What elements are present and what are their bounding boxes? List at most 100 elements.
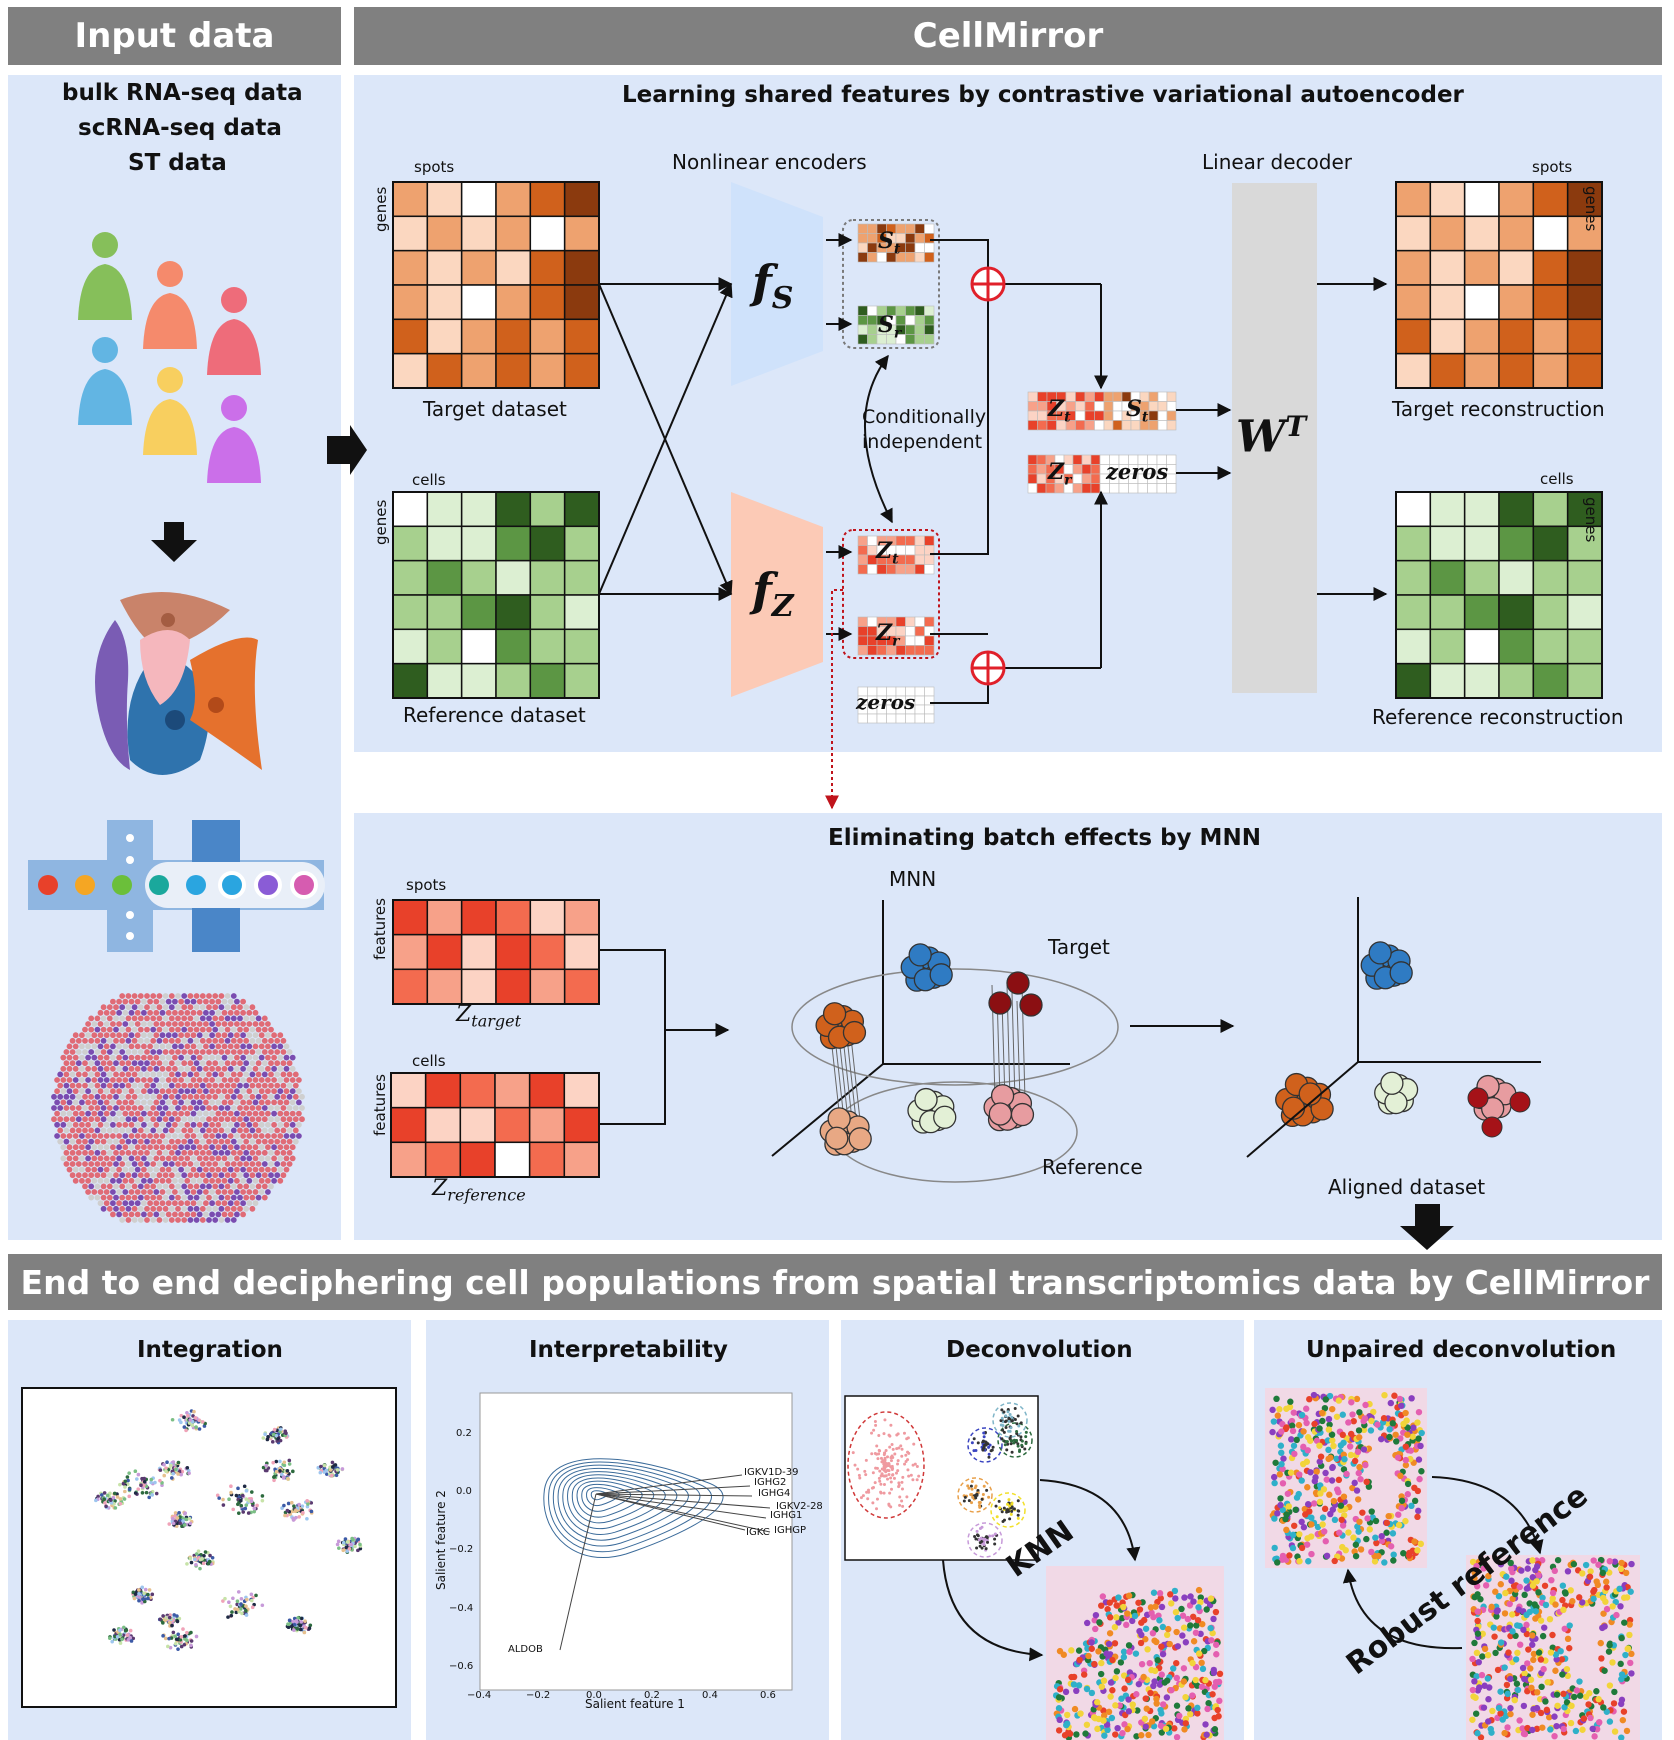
st-spot bbox=[209, 1043, 216, 1050]
umap-point bbox=[308, 1623, 313, 1628]
deconv-umap-point bbox=[875, 1507, 879, 1511]
heatmap-cell bbox=[1429, 525, 1466, 562]
tissue-spot bbox=[1603, 1708, 1610, 1715]
umap-point bbox=[142, 1476, 147, 1481]
tissue-spot bbox=[1167, 1591, 1174, 1598]
tissue-spot bbox=[1527, 1665, 1534, 1672]
st-spot bbox=[271, 1155, 277, 1162]
tissue-spot bbox=[1481, 1645, 1489, 1653]
tissue-spot bbox=[1396, 1395, 1404, 1403]
heatmap-cell bbox=[1429, 491, 1466, 528]
umap-point bbox=[286, 1622, 290, 1626]
input-type-bulk: bulk RNA-seq data bbox=[62, 80, 303, 106]
st-spot bbox=[66, 1088, 73, 1095]
heatmap-cell bbox=[1532, 628, 1569, 665]
st-spot bbox=[224, 1015, 231, 1022]
st-spot bbox=[203, 1043, 209, 1050]
deconv-umap-point bbox=[1012, 1438, 1016, 1442]
reference-tan-cluster bbox=[819, 1107, 872, 1156]
heatmap-cell bbox=[426, 594, 463, 631]
tissue-spot bbox=[1329, 1464, 1336, 1472]
st-spot bbox=[168, 1149, 175, 1156]
umap-point bbox=[139, 1483, 143, 1488]
st-spot bbox=[184, 1043, 191, 1050]
tissue-spot bbox=[1345, 1419, 1352, 1426]
st-spot bbox=[258, 1110, 265, 1117]
umap-point bbox=[358, 1542, 362, 1547]
interp-xtick-3: 0.2 bbox=[644, 1690, 660, 1701]
st-spot bbox=[91, 1166, 98, 1173]
st-spot bbox=[116, 1009, 122, 1016]
st-spot bbox=[289, 1054, 296, 1061]
latent-cell bbox=[1075, 391, 1086, 402]
st-spot bbox=[190, 998, 197, 1005]
st-spot bbox=[125, 993, 132, 999]
st-spot bbox=[85, 1077, 91, 1083]
latent-cell bbox=[857, 324, 868, 335]
reference-dataset-heatmap bbox=[392, 491, 600, 699]
deconv-umap-point bbox=[1016, 1513, 1020, 1517]
tissue-spot bbox=[1142, 1636, 1149, 1643]
st-spot bbox=[243, 1194, 250, 1201]
tissue-spot bbox=[1189, 1692, 1196, 1699]
tissue-spot bbox=[1368, 1417, 1375, 1425]
deconv-umap-point bbox=[1004, 1426, 1008, 1430]
umap-point bbox=[185, 1562, 189, 1566]
st-spot bbox=[141, 1177, 147, 1184]
heatmap-cell bbox=[495, 662, 532, 699]
deconv-umap-point bbox=[871, 1471, 875, 1475]
st-spot bbox=[249, 1015, 256, 1022]
st-spot bbox=[268, 1082, 274, 1089]
st-spot bbox=[156, 1161, 163, 1167]
tissue-spot bbox=[1418, 1468, 1425, 1475]
tissue-spot bbox=[1470, 1693, 1477, 1700]
st-spot bbox=[209, 1032, 216, 1039]
st-spot bbox=[246, 1189, 253, 1195]
tissue-spot bbox=[1202, 1721, 1209, 1728]
heatmap-cell bbox=[426, 968, 463, 1005]
st-spot bbox=[162, 1138, 169, 1145]
st-spot bbox=[172, 1155, 178, 1162]
tissue-spot bbox=[1322, 1396, 1329, 1403]
latent-cell bbox=[1027, 410, 1038, 421]
st-spot bbox=[181, 1026, 188, 1033]
st-spot bbox=[175, 1172, 181, 1179]
tissue-spot bbox=[1535, 1649, 1543, 1656]
zt-latent-label: Zt bbox=[876, 538, 899, 568]
heatmap-cell bbox=[460, 525, 497, 562]
st-spot bbox=[234, 1211, 240, 1218]
st-spot bbox=[261, 1138, 268, 1145]
deconv-umap-point bbox=[915, 1478, 919, 1482]
latent-cell bbox=[1112, 410, 1123, 421]
linear-decoder-label: Linear decoder bbox=[1202, 150, 1352, 174]
umap-point bbox=[176, 1472, 180, 1476]
tissue-spot bbox=[1505, 1649, 1512, 1656]
st-spot bbox=[57, 1138, 64, 1145]
st-spot bbox=[88, 1015, 95, 1022]
st-spot bbox=[110, 1065, 116, 1072]
st-spot bbox=[258, 1133, 265, 1139]
st-spot bbox=[103, 1121, 110, 1128]
tissue-spot bbox=[1360, 1446, 1368, 1453]
umap-point bbox=[113, 1506, 118, 1510]
st-spot bbox=[122, 1133, 129, 1139]
latent-cell bbox=[867, 315, 878, 326]
deconv-umap-point bbox=[877, 1434, 881, 1438]
st-spot bbox=[97, 1065, 104, 1072]
tissue-spot bbox=[1321, 1528, 1328, 1535]
st-spot bbox=[141, 1211, 147, 1218]
umap-point bbox=[189, 1639, 194, 1643]
tissue-spot bbox=[1055, 1694, 1063, 1701]
st-spot bbox=[215, 1043, 222, 1050]
tissue-spot bbox=[1509, 1628, 1516, 1635]
st-spot bbox=[178, 1110, 185, 1117]
st-spot bbox=[144, 1004, 150, 1011]
st-spot bbox=[131, 993, 138, 999]
deconv-umap-point bbox=[984, 1441, 988, 1445]
st-spot bbox=[147, 1021, 154, 1027]
umap-point bbox=[255, 1503, 259, 1508]
umap-point bbox=[135, 1477, 139, 1481]
st-spot bbox=[224, 1127, 231, 1134]
st-spot bbox=[106, 1194, 113, 1201]
st-spot bbox=[255, 1172, 262, 1179]
